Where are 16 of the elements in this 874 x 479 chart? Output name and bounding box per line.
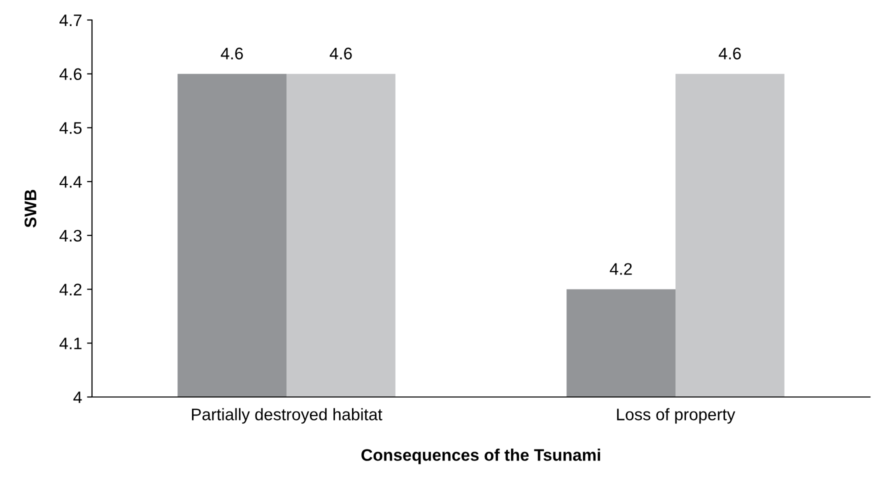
- y-axis-title: SWB: [24, 190, 36, 228]
- y-tick-label: 4.3: [59, 230, 82, 242]
- data-label: 4.6: [718, 48, 741, 60]
- y-tick-label: 4: [73, 392, 82, 404]
- y-tick-label: 4.1: [59, 338, 82, 350]
- y-tick-label: 4.4: [59, 176, 82, 188]
- y-tick-label: 4.6: [59, 68, 82, 80]
- y-tick-label: 4.2: [59, 284, 82, 296]
- y-tick-label: 4.5: [59, 122, 82, 134]
- data-label: 4.6: [330, 48, 352, 60]
- y-tick-label: 4.7: [59, 14, 82, 26]
- x-axis-title: Consequences of the Tsunami: [361, 448, 600, 464]
- x-tick-label: Loss of property: [617, 408, 736, 424]
- data-label: 4.2: [610, 263, 632, 275]
- x-tick-label: Partially destroyed habitat: [192, 408, 382, 424]
- data-label: 4.6: [220, 48, 243, 60]
